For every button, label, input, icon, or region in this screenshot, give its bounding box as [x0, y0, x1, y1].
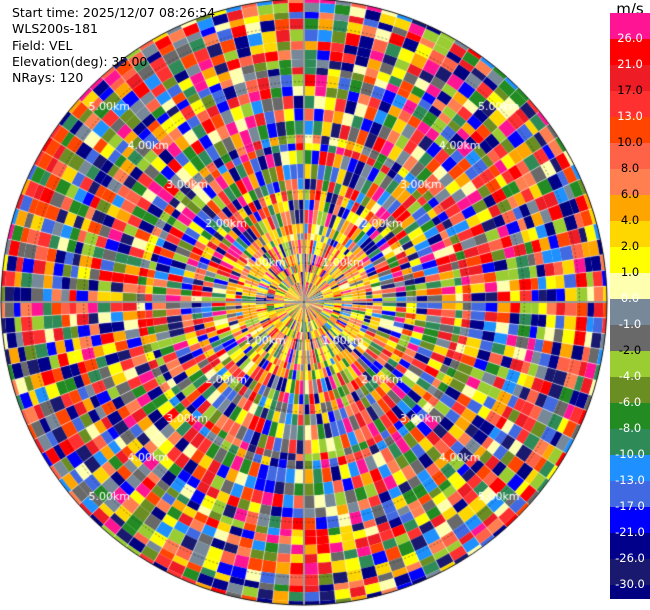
colorbar-tick-label: 4.0: [620, 213, 640, 227]
colorbar-tick-label: -13.0: [615, 473, 645, 487]
colorbar-tick-label: -26.0: [615, 551, 645, 565]
colorbar-band: [610, 559, 650, 585]
colorbar-band: [610, 65, 650, 91]
colorbar-tick-label: 0.0: [620, 291, 640, 305]
colorbar-tick-label: 10.0: [617, 135, 643, 149]
colorbar-band: [610, 455, 650, 481]
colorbar-tick-label: -10.0: [615, 447, 645, 461]
colorbar-band: [610, 403, 650, 429]
colorbar-tick-label: -1.0: [618, 317, 642, 331]
colorbar-tick-label: -17.0: [615, 499, 645, 513]
colorbar-tick-label: 6.0: [620, 187, 640, 201]
colorbar-band: [610, 585, 650, 600]
colorbar-band: [610, 377, 650, 403]
colorbar-band: [610, 533, 650, 559]
elevation-text: Elevation(deg): 35.00: [12, 53, 148, 69]
colorbar-tick-label: 8.0: [620, 161, 640, 175]
colorbar-tick-label: -6.0: [618, 395, 642, 409]
colorbar-band: [610, 481, 650, 507]
colorbar-tick-label: -21.0: [615, 525, 645, 539]
colorbar-band: [610, 247, 650, 273]
colorbar-band: [610, 143, 650, 169]
colorbar-tick-label: -4.0: [618, 369, 642, 383]
colorbar-band: [610, 13, 650, 39]
colorbar-band: [610, 221, 650, 247]
colorbar-tick-label: -8.0: [618, 421, 642, 435]
ppi-velocity-plot: [0, 0, 610, 610]
colorbar-tick-label: 13.0: [617, 109, 643, 123]
colorbar-band: [610, 299, 650, 325]
colorbar-tick-label: 17.0: [617, 83, 643, 97]
colorbar-band: [610, 39, 650, 65]
field-text: Field: VEL: [12, 37, 73, 53]
colorbar-tick-label: 1.0: [620, 265, 640, 279]
colorbar-band: [610, 117, 650, 143]
nrays-text: NRays: 120: [12, 70, 84, 86]
colorbar-band: [610, 351, 650, 377]
colorbar-band: [610, 429, 650, 455]
colorbar-band: [610, 169, 650, 195]
colorbar-band: [610, 507, 650, 533]
instrument-text: WLS200s-181: [12, 21, 98, 37]
colorbar-band: [610, 273, 650, 299]
colorbar-tick-label: -2.0: [618, 343, 642, 357]
colorbar-tick-label: 26.0: [617, 31, 643, 45]
colorbar: m/s 26.0 21.0 17.0 13.0 10.0 8.0 6.0 4.0 2.0 1.0 0…: [610, 0, 650, 610]
colorbar-band: [610, 91, 650, 117]
colorbar-band: [610, 325, 650, 351]
start-time-text: Start time: 2025/12/07 08:26:54: [12, 5, 216, 20]
colorbar-tick-label: -30.0: [615, 577, 645, 591]
colorbar-tick-label: 2.0: [620, 239, 640, 253]
scan-info: Start time: 2025/12/07 08:26:54 WLS200s-…: [12, 5, 215, 86]
colorbar-band: [610, 195, 650, 221]
colorbar-tick-label: 21.0: [617, 57, 643, 71]
